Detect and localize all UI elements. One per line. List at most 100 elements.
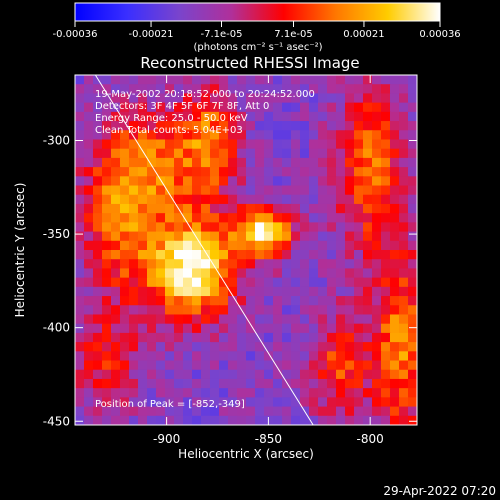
heatmap-cell (282, 167, 292, 177)
heatmap-cell (354, 351, 364, 362)
heatmap-cell (156, 148, 166, 159)
heatmap-cell (336, 268, 346, 279)
heatmap-cell (399, 277, 409, 288)
heatmap-cell (156, 268, 166, 279)
heatmap-cell (282, 75, 292, 85)
heatmap-cell (228, 222, 238, 233)
heatmap-cell (345, 121, 355, 131)
heatmap-cell (102, 130, 112, 141)
heatmap-cell (273, 84, 283, 95)
heatmap-cell (156, 277, 166, 288)
heatmap-cell (255, 296, 265, 306)
heatmap-cell (93, 84, 103, 95)
heatmap-cell (219, 240, 229, 251)
heatmap-cell (219, 305, 229, 316)
heatmap-cell (363, 240, 373, 251)
heatmap-cell (390, 167, 400, 177)
heatmap-cell (156, 213, 166, 223)
heatmap-cell (129, 286, 139, 297)
heatmap-cell (174, 139, 184, 150)
heatmap-cell (345, 360, 355, 371)
limb-line (94, 75, 314, 425)
heatmap-cell (336, 194, 346, 205)
heatmap-cell (75, 378, 85, 389)
heatmap-cell (93, 139, 103, 150)
colorbar-unit-label: (photons cm⁻² s⁻¹ asec⁻²) (193, 42, 322, 53)
heatmap-cell (282, 102, 292, 113)
heatmap-cell (408, 342, 417, 352)
heatmap-cell (363, 351, 373, 362)
heatmap-cell (318, 231, 328, 242)
heatmap-cell (201, 406, 211, 417)
heatmap-cell (138, 157, 148, 168)
heatmap-cell (156, 93, 166, 104)
heatmap-cell (354, 130, 364, 141)
heatmap-cell (327, 222, 337, 233)
heatmap-cell (363, 84, 373, 95)
heatmap-cell (75, 139, 85, 150)
heatmap-cell (165, 360, 175, 371)
heatmap-cell (408, 213, 417, 223)
heatmap-cell (201, 305, 211, 316)
heatmap-cell (291, 222, 301, 233)
heatmap-cell (138, 102, 148, 113)
heatmap-cell (336, 167, 346, 177)
heatmap-cell (363, 360, 373, 371)
heatmap-cell (372, 231, 382, 242)
heatmap-cell (345, 286, 355, 297)
heatmap-cell (372, 213, 382, 223)
heatmap-cell (354, 194, 364, 205)
heatmap-cell (84, 167, 94, 177)
heatmap-cell (282, 406, 292, 417)
heatmap-cell (336, 130, 346, 141)
heatmap-cell (219, 369, 229, 380)
heatmap-cell (372, 277, 382, 288)
heatmap-cell (390, 351, 400, 362)
x-axis-label: Heliocentric X (arcsec) (178, 447, 314, 461)
heatmap-cell (156, 351, 166, 362)
heatmap-cell (165, 378, 175, 389)
heatmap-cell (111, 203, 121, 214)
heatmap-cell (183, 406, 193, 417)
heatmap-cell (282, 157, 292, 168)
heatmap-cell (129, 268, 139, 279)
heatmap-cell (264, 406, 274, 417)
heatmap-cell (129, 213, 139, 223)
heatmap-cell (273, 102, 283, 113)
heatmap-cell (102, 203, 112, 214)
heatmap-cell (165, 240, 175, 251)
heatmap-cell (354, 240, 364, 251)
heatmap-cell (147, 250, 157, 260)
heatmap-cell (336, 231, 346, 242)
heatmap-cell (192, 397, 202, 408)
heatmap-cell (255, 157, 265, 168)
heatmap-cell (156, 323, 166, 334)
heatmap-cell (408, 93, 417, 104)
heatmap-cell (345, 369, 355, 380)
heatmap-cell (381, 259, 391, 270)
heatmap-cell (318, 102, 328, 113)
heatmap-cell (183, 102, 193, 113)
heatmap-cell (138, 231, 148, 242)
heatmap-cell (210, 213, 220, 223)
heatmap-cell (111, 250, 121, 260)
heatmap-cell (75, 360, 85, 371)
heatmap-cell (147, 332, 157, 343)
heatmap-cell (363, 167, 373, 177)
heatmap-cell (210, 250, 220, 260)
heatmap-cell (192, 332, 202, 343)
heatmap-cell (219, 397, 229, 408)
heatmap-cell (84, 121, 94, 131)
heatmap-cell (219, 314, 229, 325)
heatmap-cell (192, 75, 202, 85)
heatmap-cell (327, 406, 337, 417)
heatmap-cell (228, 111, 238, 122)
heatmap-cell (120, 406, 130, 417)
heatmap-cell (201, 332, 211, 343)
heatmap-cell (309, 93, 319, 104)
heatmap-cell (138, 259, 148, 270)
heatmap-cell (336, 121, 346, 131)
heatmap-cell (120, 213, 130, 223)
heatmap-cell (75, 277, 85, 288)
heatmap-cells (75, 75, 417, 425)
